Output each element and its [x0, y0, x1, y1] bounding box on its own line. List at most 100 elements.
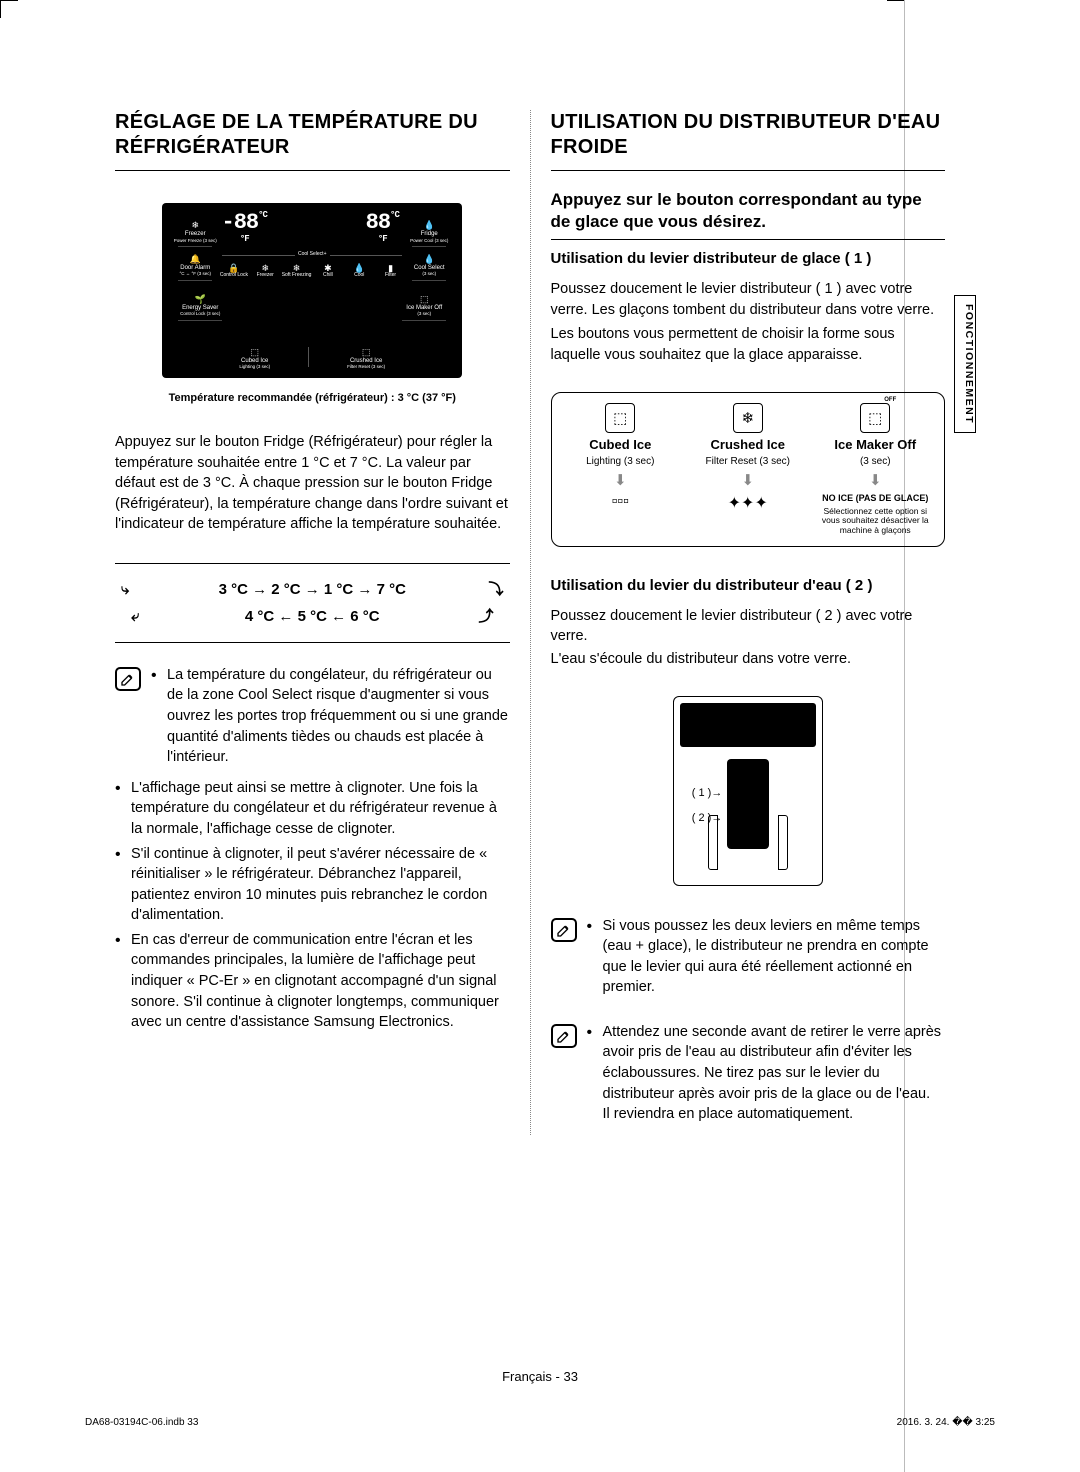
panel-energy-saver-sub: Control Lock (3 sec) [180, 311, 220, 316]
left-bul1: L'affichage peut ainsi se mettre à clign… [115, 778, 510, 840]
crushed-ice-icon: ⬚ [347, 347, 385, 358]
panel-control-lock: Control Lock [220, 272, 248, 278]
left-note-list: La température du congélateur, du réfrig… [151, 665, 510, 772]
panel-freezer-label: Freezer [185, 231, 206, 237]
crop-mark-tl [0, 0, 18, 18]
lever-label-1: ( 1 )→ [692, 787, 723, 799]
note-icon [115, 667, 141, 691]
right-para2: Les boutons vous permettent de choisir l… [551, 324, 946, 365]
panel-chill: Chill [323, 272, 333, 278]
cycle-line2: 4 °C ← 5 °C ← 6 °C [245, 608, 380, 625]
pencil-note-icon [120, 671, 136, 687]
panel-freezer-sub: Power Freeze (3 sec) [174, 238, 217, 243]
drop-icon: 💧 [406, 221, 452, 231]
panel-cool: Cool [354, 272, 364, 278]
arrow-down-icon: ⬇ [614, 471, 627, 489]
column-divider [530, 110, 531, 1135]
crushed-result-icon: ✦✦✦ [728, 493, 768, 513]
off-sub: (3 sec) [860, 456, 891, 467]
page-footer-left: DA68-03194C-06.indb 33 [85, 1417, 198, 1428]
page-content: RÉGLAGE DE LA TEMPÉRATURE DU RÉFRIGÉRATE… [115, 110, 945, 1135]
note-icon [551, 918, 577, 942]
panel-crushed-ice-sub: Filter Reset (3 sec) [347, 364, 385, 369]
pencil-note-icon [556, 1028, 572, 1044]
right-column: UTILISATION DU DISTRIBUTEUR D'EAU FROIDE… [551, 110, 946, 1135]
right-note2-list: Attendez une seconde avant de retirer le… [587, 1022, 946, 1129]
pencil-note-icon [556, 922, 572, 938]
panel-filter: Filter [385, 272, 396, 278]
left-heading: RÉGLAGE DE LA TEMPÉRATURE DU RÉFRIGÉRATE… [115, 110, 510, 171]
page-footer-right: 2016. 3. 24. �� 3:25 [897, 1417, 995, 1428]
off-superscript: OFF [884, 397, 896, 403]
right-note-block-1: Si vous poussez les deux leviers en même… [551, 916, 946, 1002]
panel-soft-freezing: Soft Freezing [282, 272, 312, 278]
lever1-text: ( 1 ) [692, 787, 712, 799]
right-sub3: Utilisation du levier du distributeur d'… [551, 577, 946, 594]
arrow-down-icon: ⬇ [869, 471, 882, 489]
cubed-sub: Lighting (3 sec) [586, 456, 654, 467]
right-note1: Si vous poussez les deux leviers en même… [587, 916, 946, 998]
control-panel-figure: ❄ Freezer Power Freeze (3 sec) -88°C°F 8… [162, 203, 462, 378]
right-note2b: Il reviendra en place automatiquement. [603, 1106, 854, 1122]
temperature-cycle: ⤷ 3 °C → 2 °C → 1 °C → 7 °C ⤵ ⤶ 4 °C ← 5… [115, 563, 510, 643]
note-icon [551, 1024, 577, 1048]
arrow-down-icon: ⬇ [741, 471, 754, 489]
panel-ice-maker-off: Ice Maker Off [406, 305, 442, 311]
crop-mark-tr [887, 0, 905, 18]
right-note-block-2: Attendez une seconde avant de retirer le… [551, 1022, 946, 1129]
cubed-ice-icon: ⬚ [239, 347, 270, 358]
energy-saver-icon: 🌱 [172, 295, 228, 305]
left-bullet-list: L'affichage peut ainsi se mettre à clign… [115, 778, 510, 1037]
right-para3: Poussez doucement le levier distributeur… [551, 606, 946, 647]
unit-c: °C [258, 210, 267, 220]
ice-opt-crushed: ❄ Crushed Ice Filter Reset (3 sec) ⬇ ✦✦✦ [687, 403, 809, 536]
crushed-ice-button-icon: ❄ [733, 403, 763, 433]
snowflake-icon: ❄ [172, 221, 218, 231]
left-bul2: S'il continue à clignoter, il peut s'avé… [115, 844, 510, 926]
page-footer-center: Français - 33 [0, 1369, 1080, 1384]
lever-label-2: ( 2 )→ [692, 812, 723, 824]
right-sub1: Appuyez sur le bouton correspondant au t… [551, 189, 946, 240]
panel-cool-select-sub: (3 sec) [422, 271, 436, 276]
panel-cubed-ice: ⬚ Cubed Ice Lighting (3 sec) [239, 347, 270, 370]
panel-freezer-temp: -88 [222, 210, 259, 235]
dispenser-slot [727, 759, 769, 849]
panel-fridge-sub: Power Cool (3 sec) [410, 238, 448, 243]
panel-door-alarm-sub: °C ↔ °F (3 sec) [179, 271, 211, 276]
right-note2a: Attendez une seconde avant de retirer le… [603, 1024, 942, 1102]
section-tab: FONCTIONNEMENT [954, 295, 976, 433]
unit-f2: °F [378, 234, 387, 244]
panel-cool-select: Cool Select [414, 265, 445, 271]
unit-f: °F [240, 234, 249, 244]
left-column: RÉGLAGE DE LA TEMPÉRATURE DU RÉFRIGÉRATE… [115, 110, 510, 1135]
panel-ice-maker-off-sub: (3 sec) [417, 311, 431, 316]
left-bul3: En cas d'erreur de communication entre l… [115, 930, 510, 1033]
right-para1: Poussez doucement le levier distributeur… [551, 279, 946, 320]
crushed-sub: Filter Reset (3 sec) [706, 456, 790, 467]
panel-energy-saver: Energy Saver [182, 305, 218, 311]
right-para4: L'eau s'écoule du distributeur dans votr… [551, 649, 946, 670]
dispenser-display [680, 703, 816, 747]
panel-caption: Température recommandée (réfrigérateur) … [115, 392, 510, 404]
left-note-block: La température du congélateur, du réfrig… [115, 665, 510, 772]
panel-door-alarm: Door Alarm [180, 265, 210, 271]
cubed-ice-button-icon: ⬚ [605, 403, 635, 433]
no-ice-text: Sélectionnez cette option si vous souhai… [815, 507, 937, 536]
crushed-title: Crushed Ice [711, 437, 785, 452]
right-sub2: Utilisation du levier distributeur de gl… [551, 250, 946, 267]
right-heading: UTILISATION DU DISTRIBUTEUR D'EAU FROIDE [551, 110, 946, 171]
panel-crushed-ice: ⬚ Crushed Ice Filter Reset (3 sec) [347, 347, 385, 370]
cycle-line1: 3 °C → 2 °C → 1 °C → 7 °C [219, 581, 406, 598]
unit-c2: °C [390, 210, 399, 220]
right-note2: Attendez une seconde avant de retirer le… [587, 1022, 946, 1125]
water-lever [778, 815, 788, 870]
no-ice-label: NO ICE (PAS DE GLACE) [822, 493, 928, 503]
ice-opt-off: OFF ⬚ Ice Maker Off (3 sec) ⬇ NO ICE (PA… [815, 403, 937, 536]
drop-icon2: 💧 [406, 255, 452, 265]
lever2-text: ( 2 ) [692, 812, 712, 824]
cubed-result-icon: ▫▫▫ [612, 493, 629, 511]
left-para1: Appuyez sur le bouton Fridge (Réfrigérat… [115, 432, 510, 535]
cubed-title: Cubed Ice [589, 437, 651, 452]
ice-options-box: ⬚ Cubed Ice Lighting (3 sec) ⬇ ▫▫▫ ❄ Cru… [551, 392, 946, 547]
alarm-icon: 🔔 [172, 255, 218, 265]
